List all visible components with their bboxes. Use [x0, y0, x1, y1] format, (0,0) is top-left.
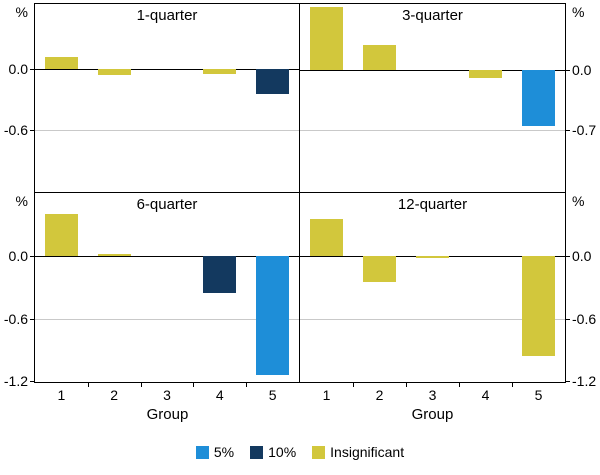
x-tick: [193, 382, 195, 387]
plot-area: 0.0 -0.6%: [4, 4, 299, 192]
y-tick-label: -1.2: [572, 373, 597, 389]
plot-area: 0.0 -0.7%: [300, 4, 596, 192]
gridline: [300, 319, 565, 320]
legend-swatch-5-percent-icon: [195, 445, 209, 459]
y-tick: [30, 381, 35, 382]
bar-group-5: [256, 69, 289, 95]
x-tick-label: 5: [268, 387, 277, 403]
x-tick-label: 3: [428, 387, 437, 403]
x-tick-label: 1: [322, 387, 331, 403]
panel-title: 3-quarter: [402, 7, 463, 24]
y-tick: [565, 69, 570, 71]
x-tick: [87, 382, 89, 387]
gridline: [35, 319, 299, 320]
y-tick-label: -1.2: [3, 373, 28, 389]
y-tick: [30, 319, 35, 320]
zero-line: [35, 69, 299, 71]
bar-group-1: [310, 219, 343, 256]
x-tick-label: 1: [57, 387, 66, 403]
panel-6-quarter: 6-quarter 0.0 -0.6 -1.2% 1 2 3 4 5: [4, 193, 300, 403]
zero-line: [35, 256, 299, 257]
y-tick: [565, 256, 570, 257]
plot-area: 0.0 -0.6 -1.2% 1 2 3 4 5: [300, 193, 596, 403]
y-tick-label: 0.0: [572, 61, 592, 78]
legend-swatch-insignificant-icon: [312, 445, 326, 459]
x-axis-title-right: Group: [411, 406, 454, 423]
x-tick: [140, 382, 142, 387]
x-tick-label: 4: [215, 387, 224, 403]
legend-item-10-percent: 10%: [250, 444, 296, 460]
x-tick-label: 4: [481, 387, 490, 403]
plot-area: 0.0 -0.6 -1.2% 1 2 3 4 5: [4, 193, 299, 403]
panel-1-quarter: 1-quarter 0.0 -0.6%: [4, 4, 300, 193]
panel-3-quarter: 3-quarter 0.0 -0.7%: [300, 4, 596, 193]
bar-group-4: [203, 69, 237, 75]
bar-group-1: [45, 57, 78, 70]
y-tick: [30, 129, 35, 131]
bar-group-5: [256, 256, 289, 375]
y-axis-unit-label: %: [15, 193, 28, 209]
x-tick: [246, 382, 248, 387]
legend-label: Insignificant: [330, 444, 405, 460]
y-tick: [30, 69, 35, 71]
x-tick-label: 3: [163, 387, 171, 403]
bar-group-1: [310, 7, 343, 70]
y-tick: [30, 256, 35, 257]
x-tick: [353, 382, 354, 387]
y-tick-label: -0.6: [3, 121, 28, 138]
y-axis-unit-label: %: [572, 4, 585, 20]
y-tick: [565, 319, 570, 320]
y-tick-label: 0.0: [8, 248, 28, 264]
gridline: [35, 129, 299, 131]
bar-group-2: [97, 69, 131, 76]
x-tick: [459, 382, 460, 387]
y-tick: [565, 129, 570, 131]
legend: 5% 10% Insignificant: [0, 444, 600, 460]
x-axis-title-left: Group: [146, 406, 189, 423]
legend-item-5-percent: 5%: [195, 444, 235, 460]
bar-group-5: [522, 69, 555, 126]
panel-grid: 1-quarter 0.0 -0.6% 3-quarter 0.0 -0.7% 6-…: [4, 3, 596, 403]
y-tick-label: 0.0: [8, 61, 28, 78]
y-axis-unit-label: %: [572, 193, 585, 209]
bar-group-4: [469, 69, 502, 79]
panel-12-quarter: 12-quarter 0.0 -0.6 -1.2% 1 2 3 4 5: [300, 193, 596, 403]
y-tick: [565, 381, 570, 382]
panel-title: 6-quarter: [136, 196, 198, 213]
legend-item-insignificant: Insignificant: [312, 444, 404, 460]
x-tick-label: 5: [534, 387, 543, 403]
y-tick-label: -0.6: [3, 311, 28, 327]
bar-group-1: [45, 214, 78, 256]
x-tick-label: 2: [110, 387, 119, 403]
x-tick: [512, 382, 513, 387]
bar-group-4: [203, 256, 237, 293]
bar-group-5: [522, 256, 555, 356]
x-tick: [406, 382, 407, 387]
y-tick-label: 0.0: [572, 248, 592, 264]
zero-line: [300, 69, 565, 71]
bar-group-2: [97, 253, 131, 256]
panel-title: 1-quarter: [136, 7, 198, 24]
bar-group-3: [416, 256, 449, 259]
legend-label: 5%: [213, 444, 235, 460]
legend-swatch-10-percent-icon: [250, 445, 264, 459]
gridline: [300, 129, 565, 131]
panel-title: 12-quarter: [397, 196, 468, 213]
bar-group-2: [363, 45, 396, 70]
x-tick-label: 2: [375, 387, 384, 403]
y-tick-label: -0.7: [572, 121, 597, 138]
legend-label: 10%: [268, 444, 297, 460]
bar-group-2: [363, 256, 396, 283]
y-tick-label: -0.6: [572, 311, 597, 327]
y-axis-unit-label: %: [15, 4, 28, 20]
